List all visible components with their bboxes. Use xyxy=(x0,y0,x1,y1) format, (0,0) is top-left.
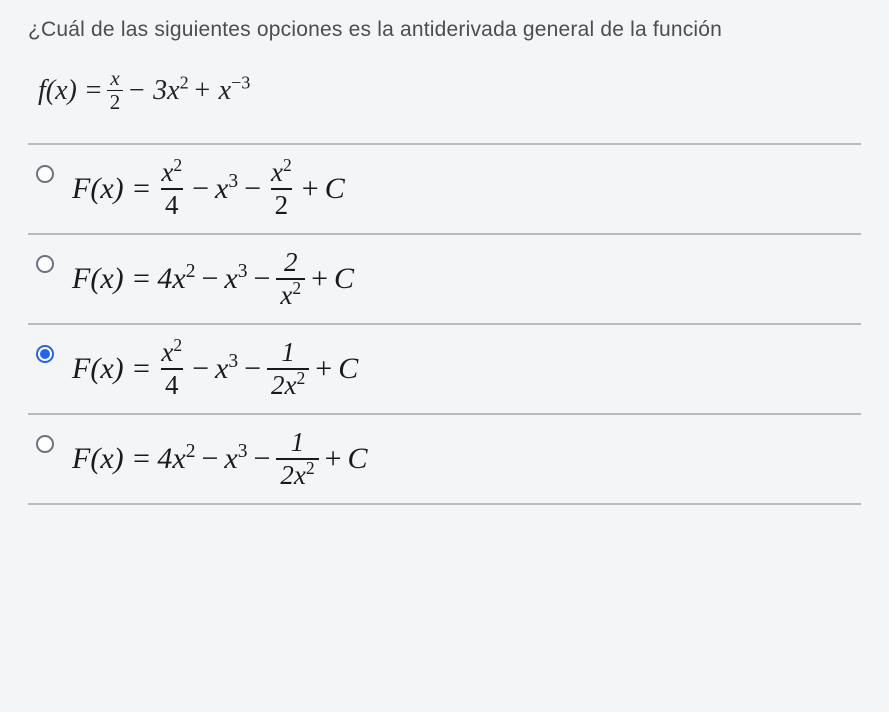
option-formula: F(x) =x24−x3−12x2+C xyxy=(72,339,358,399)
term: 4x2 xyxy=(157,262,195,296)
term: C xyxy=(325,172,345,206)
fraction-denominator: x2 xyxy=(276,278,305,309)
fn-frac: x 2 xyxy=(107,68,124,113)
fraction-denominator: 2x2 xyxy=(276,458,318,489)
fraction: 12x2 xyxy=(267,339,309,399)
option-row[interactable]: F(x) =4x2−x3−12x2+C xyxy=(28,415,861,505)
fraction: x22 xyxy=(267,159,296,219)
formula-lhs: F(x) = xyxy=(72,352,151,386)
formula-lhs: F(x) = xyxy=(72,262,151,296)
term: x3 xyxy=(224,262,247,296)
option-row[interactable]: F(x) =x24−x3−x22+C xyxy=(28,145,861,235)
radio-button[interactable] xyxy=(36,165,54,183)
fn-term3: + x−3 xyxy=(193,75,251,107)
operator: − xyxy=(244,172,261,206)
fraction: 2x2 xyxy=(276,249,305,309)
fn-frac-den: 2 xyxy=(107,90,124,113)
formula-lhs: F(x) = xyxy=(72,442,151,476)
operator: − xyxy=(244,352,261,386)
term: x3 xyxy=(215,172,238,206)
fn-lhs: f(x) = xyxy=(38,75,103,107)
operator: − xyxy=(253,442,270,476)
term: 4x2 xyxy=(157,442,195,476)
operator: + xyxy=(315,352,332,386)
fraction-denominator: 2 xyxy=(271,188,293,219)
radio-button[interactable] xyxy=(36,255,54,273)
fraction-numerator: x2 xyxy=(157,159,186,188)
operator: + xyxy=(302,172,319,206)
fraction: 12x2 xyxy=(276,429,318,489)
given-function: f(x) = x 2 − 3x2 + x−3 xyxy=(38,68,861,113)
fraction-denominator: 4 xyxy=(161,368,183,399)
term: x3 xyxy=(224,442,247,476)
option-math-wrap: F(x) =4x2−x3−2x2+C xyxy=(72,249,354,309)
fraction-numerator: 2 xyxy=(280,249,302,278)
radio-button[interactable] xyxy=(36,345,54,363)
operator: − xyxy=(253,262,270,296)
operator: − xyxy=(192,352,209,386)
operator: + xyxy=(311,262,328,296)
option-math-wrap: F(x) =x24−x3−12x2+C xyxy=(72,339,358,399)
question-text: ¿Cuál de las siguientes opciones es la a… xyxy=(28,18,861,42)
operator: + xyxy=(325,442,342,476)
option-math-wrap: F(x) =x24−x3−x22+C xyxy=(72,159,345,219)
fraction-numerator: x2 xyxy=(267,159,296,188)
options-list: F(x) =x24−x3−x22+CF(x) =4x2−x3−2x2+CF(x)… xyxy=(28,143,861,505)
option-math-wrap: F(x) =4x2−x3−12x2+C xyxy=(72,429,368,489)
term: C xyxy=(338,352,358,386)
option-row[interactable]: F(x) =4x2−x3−2x2+C xyxy=(28,235,861,325)
fraction-denominator: 4 xyxy=(161,188,183,219)
fraction-denominator: 2x2 xyxy=(267,368,309,399)
fraction-numerator: 1 xyxy=(287,429,309,458)
fn-term2: − 3x2 xyxy=(127,75,188,107)
operator: − xyxy=(192,172,209,206)
fraction-numerator: 1 xyxy=(277,339,299,368)
operator: − xyxy=(201,442,218,476)
option-formula: F(x) =4x2−x3−2x2+C xyxy=(72,249,354,309)
radio-button[interactable] xyxy=(36,435,54,453)
option-formula: F(x) =x24−x3−x22+C xyxy=(72,159,345,219)
formula-lhs: F(x) = xyxy=(72,172,151,206)
option-formula: F(x) =4x2−x3−12x2+C xyxy=(72,429,368,489)
fraction-numerator: x2 xyxy=(157,339,186,368)
fraction: x24 xyxy=(157,159,186,219)
term: x3 xyxy=(215,352,238,386)
fraction: x24 xyxy=(157,339,186,399)
term: C xyxy=(348,442,368,476)
term: C xyxy=(334,262,354,296)
fn-frac-num: x xyxy=(107,68,122,90)
option-row[interactable]: F(x) =x24−x3−12x2+C xyxy=(28,325,861,415)
operator: − xyxy=(201,262,218,296)
